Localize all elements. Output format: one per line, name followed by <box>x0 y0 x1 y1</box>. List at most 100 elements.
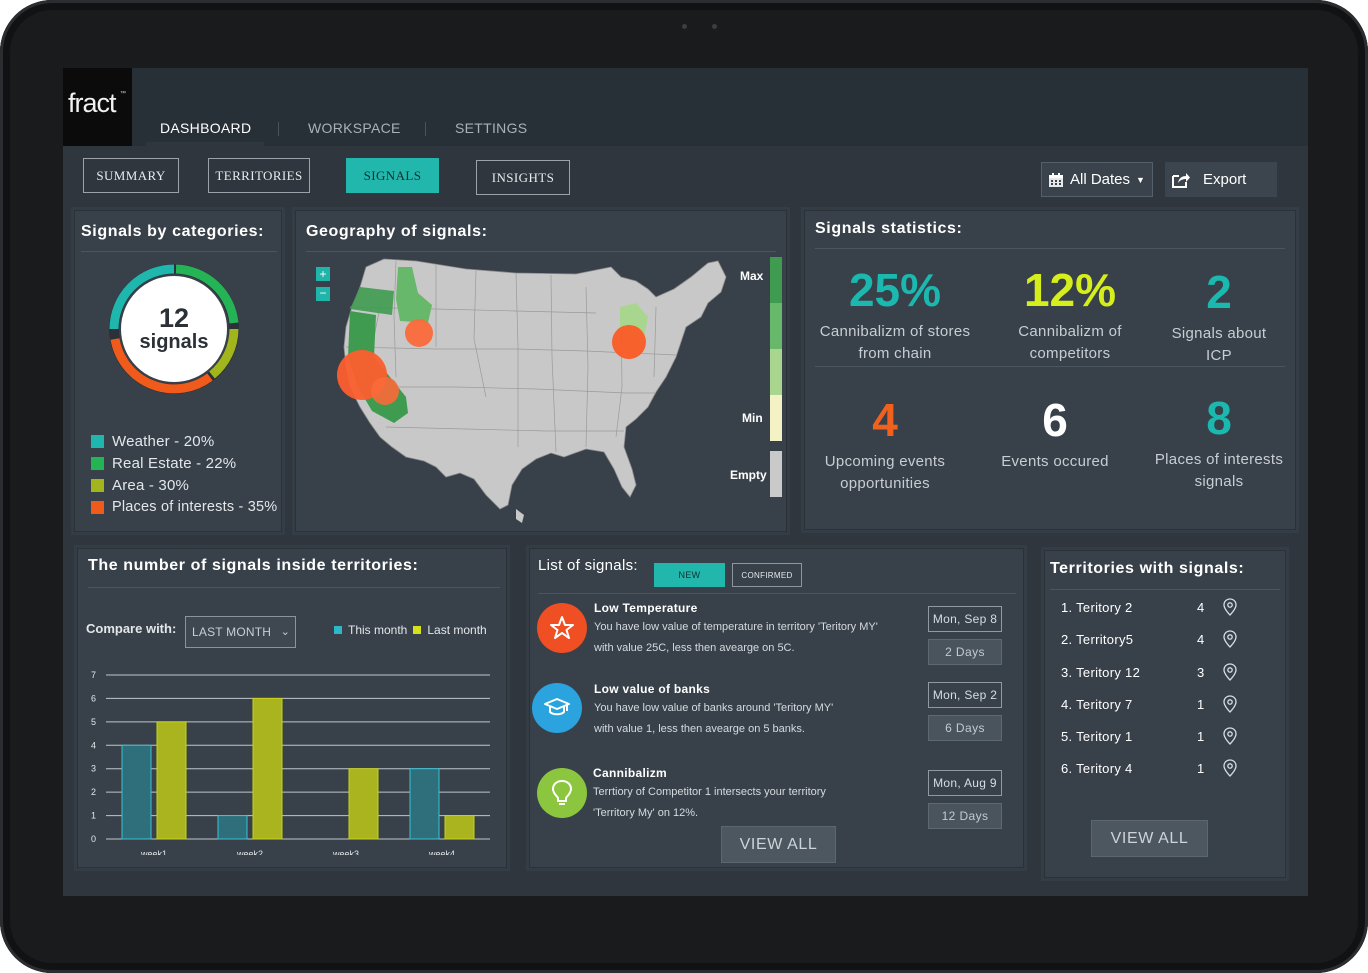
legend-swatch <box>91 479 104 492</box>
camera-dot <box>682 24 687 29</box>
y-tick-label: 4 <box>91 740 96 750</box>
camera-dot <box>712 24 717 29</box>
nav-settings[interactable]: SETTINGS <box>455 120 528 136</box>
legend-swatch-last-month <box>413 626 422 634</box>
nav-dashboard[interactable]: DASHBOARD <box>160 120 252 136</box>
tab-confirmed[interactable]: CONFIRMED <box>732 563 802 587</box>
fract-logo[interactable]: fract ™ <box>63 68 132 146</box>
zoom-out-button[interactable]: − <box>316 287 330 301</box>
graduation-cap-icon <box>532 683 582 733</box>
view-all-territories-button[interactable]: VIEW ALL <box>1091 820 1208 857</box>
y-tick-label: 0 <box>91 834 96 844</box>
stat-label: Events occured <box>1001 453 1109 470</box>
legend-label: Area - 30% <box>112 477 190 494</box>
signal-marker-california-small[interactable] <box>371 377 399 405</box>
stat-cannibalizm-stores: 25% Cannibalizm of stores from chain <box>807 267 983 365</box>
y-tick-label: 3 <box>91 764 96 774</box>
legend-this-month: This month <box>348 623 408 637</box>
legend-item-weather: Weather - 20% <box>91 433 214 450</box>
scale-gap <box>770 441 782 451</box>
signal-marker-michigan[interactable] <box>612 325 646 359</box>
compare-with-select[interactable]: LAST MONTH ⌄ <box>185 616 296 648</box>
signal-description: You have low value of temperature in ter… <box>594 621 878 654</box>
map-pin-icon[interactable] <box>1223 630 1237 648</box>
legend-item-area: Area - 30% <box>91 477 189 494</box>
star-icon <box>537 603 587 653</box>
usa-signals-map[interactable] <box>336 247 746 537</box>
bar-this-month-week2 <box>217 815 248 840</box>
legend-swatch <box>91 457 104 470</box>
zoom-in-button[interactable]: + <box>316 267 330 281</box>
map-pin-icon[interactable] <box>1223 727 1237 745</box>
legend-item-places-of-interests: Places of interests - 35% <box>91 499 277 515</box>
stat-label: Signals about ICP <box>1171 325 1267 364</box>
x-tick-label: week3 <box>332 849 359 855</box>
y-tick-label: 6 <box>91 693 96 703</box>
donut-segment-area <box>209 328 239 379</box>
tab-new[interactable]: NEW <box>654 563 725 587</box>
donut-center-number: 12 <box>158 303 190 333</box>
lightbulb-icon <box>537 768 587 818</box>
y-tick-label: 5 <box>91 717 96 727</box>
territory-name: 4. Teritory 7 <box>1061 697 1133 712</box>
signal-marker-idaho[interactable] <box>405 319 433 347</box>
divider <box>538 593 1016 594</box>
tab-signals[interactable]: SIGNALS <box>346 158 439 193</box>
territory-name: 3. Teritory 12 <box>1061 665 1141 680</box>
bar-this-month-week4 <box>409 768 440 840</box>
categories-donut-chart <box>109 264 239 394</box>
logo-text: fract <box>68 88 117 118</box>
state-oregon <box>350 287 394 315</box>
legend-item-real-estate: Real Estate - 22% <box>91 455 236 472</box>
y-tick-label: 1 <box>91 811 96 821</box>
map-pin-icon[interactable] <box>1223 663 1237 681</box>
legend-label: Real Estate - 22% <box>112 455 237 472</box>
nav-divider <box>425 122 426 136</box>
tab-territories[interactable]: TERRITORIES <box>208 158 310 193</box>
stat-value: 4 <box>872 394 898 446</box>
tab-insights[interactable]: INSIGHTS <box>476 160 570 195</box>
stat-label: Cannibalizm of stores from chain <box>819 323 971 362</box>
tab-summary[interactable]: SUMMARY <box>83 158 179 193</box>
compare-with-value: LAST MONTH <box>192 625 272 639</box>
panel-title: Signals statistics: <box>815 220 963 237</box>
stat-value: 2 <box>1206 266 1232 318</box>
view-all-signals-button[interactable]: VIEW ALL <box>721 826 836 863</box>
color-scale-bar <box>770 257 782 497</box>
donut-segment-real-estate <box>175 264 239 324</box>
nav-workspace[interactable]: WORKSPACE <box>308 120 401 136</box>
bar-last-month-week4 <box>444 815 475 840</box>
dashboard-screen: fract ™ DASHBOARD WORKSPACE SETTINGS SUM… <box>63 68 1308 896</box>
divider <box>1050 589 1280 590</box>
nav-active-indicator <box>146 142 264 146</box>
map-pin-icon[interactable] <box>1223 598 1237 616</box>
scale-step-min <box>770 395 782 441</box>
map-pin-icon[interactable] <box>1223 759 1237 777</box>
export-button[interactable]: Export <box>1165 162 1277 197</box>
signal-title: Low Temperature <box>594 601 698 615</box>
panel-title: List of signals: <box>538 557 638 574</box>
territory-signal-count: 3 <box>1197 665 1205 680</box>
territory-name: 2. Territory5 <box>1061 632 1134 647</box>
stat-value: 12% <box>1023 264 1117 316</box>
x-tick-label: week4 <box>428 849 455 855</box>
signal-date: Mon, Sep 8 <box>928 606 1002 632</box>
y-tick-label: 2 <box>91 787 96 797</box>
divider <box>306 251 776 252</box>
all-dates-label: All Dates <box>1070 171 1131 188</box>
donut-segment-weather <box>109 264 175 330</box>
stat-signals-icp: 2 Signals about ICP <box>1153 269 1285 367</box>
signal-duration: 2 Days <box>928 639 1002 665</box>
map-pin-icon[interactable] <box>1223 695 1237 713</box>
signals-by-categories-panel: Signals by categories: 12 signals Weathe… <box>74 210 282 532</box>
stat-upcoming-events: 4 Upcoming events opportunities <box>807 397 963 495</box>
divider <box>815 248 1285 249</box>
stat-label: Cannibalizm of competitors <box>1018 323 1122 362</box>
legend-swatch <box>91 435 104 448</box>
all-dates-dropdown[interactable]: All Dates ▼ <box>1041 162 1153 197</box>
scale-step-empty <box>770 451 782 497</box>
donut-center-label: signals <box>139 331 209 353</box>
territory-signal-count: 1 <box>1197 729 1205 744</box>
signal-description: You have low value of banks around 'Teri… <box>594 702 834 735</box>
signal-title: Cannibalizm <box>593 766 667 780</box>
